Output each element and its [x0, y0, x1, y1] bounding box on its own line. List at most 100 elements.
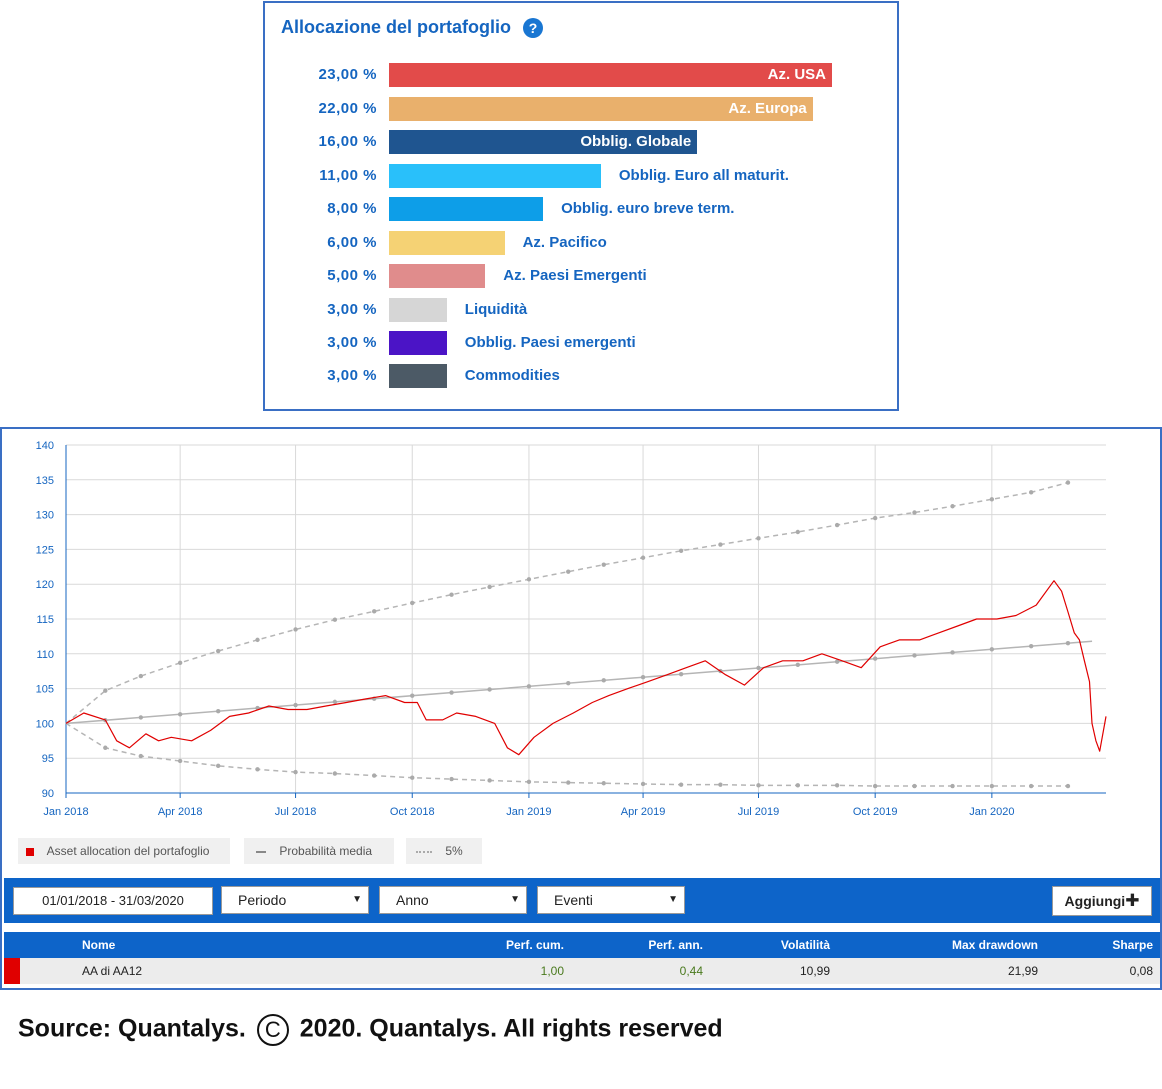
x-tick-label: Apr 2019: [621, 806, 666, 818]
band-lower-point: [103, 745, 108, 750]
allocation-bar: [389, 331, 447, 355]
allocation-row: 3,00 % Obblig. Paesi emergenti: [265, 331, 899, 355]
allocation-percent: 11,00 %: [319, 167, 377, 184]
band-lower-point: [718, 782, 723, 787]
y-tick-label: 90: [42, 788, 54, 800]
average-point: [834, 659, 840, 664]
source-suffix: 2020. Quantalys. All rights reserved: [299, 1014, 723, 1043]
average-point: [756, 665, 761, 671]
band-upper-point: [950, 504, 955, 509]
band-upper-point: [795, 529, 801, 535]
x-tick-label: Jan 2018: [43, 806, 88, 818]
allocation-row: 16,00 % Obblig. Globale: [265, 130, 899, 154]
band-upper-point: [293, 627, 298, 632]
x-tick-label: Jan 2020: [969, 806, 1014, 818]
allocation-percent: 6,00 %: [327, 234, 377, 251]
band-lower-point: [640, 781, 646, 787]
table-row[interactable]: AA di AA12 1,00 0,44 10,99 21,99 0,08: [4, 958, 1160, 984]
average-point: [332, 699, 338, 705]
performance-chart-panel: 90 95 100 105 110 115 120 125 130 135 140 Jan 2018 A…: [0, 427, 1162, 990]
allocation-bar: [389, 264, 486, 288]
band-upper-point: [371, 609, 377, 614]
average-point: [449, 690, 454, 695]
performance-chart: 90 95 100 105 110 115 120 125 130 135 140 Jan 2018 A…: [36, 440, 1107, 818]
legend-portfolio-label: Asset allocation del portafoglio: [46, 844, 210, 858]
band-upper-point: [177, 660, 183, 666]
allocation-percent: 3,00 %: [327, 301, 377, 318]
band-upper-point: [756, 536, 761, 541]
legend-item-average[interactable]: Probabilità media: [244, 838, 394, 864]
average-point: [989, 647, 995, 652]
band-lower-point: [872, 783, 878, 789]
average-point: [872, 656, 878, 661]
col-header-perf-ann[interactable]: Perf. ann.: [648, 938, 703, 952]
band-upper-point: [834, 522, 840, 528]
eventi-select[interactable]: Eventi ▼: [537, 886, 685, 914]
band-lower-point: [1028, 783, 1034, 789]
allocation-row: 23,00 % Az. USA: [265, 63, 899, 87]
periodo-select[interactable]: Periodo ▼: [221, 886, 369, 914]
y-tick-label: 95: [42, 753, 54, 765]
allocation-label: Liquidità: [464, 301, 528, 318]
average-point: [526, 684, 532, 689]
allocation-label: Az. Paesi Emergenti: [503, 267, 647, 284]
help-icon[interactable]: ?: [523, 17, 544, 38]
y-tick-label: 120: [36, 579, 54, 591]
allocation-percent: 22,00 %: [318, 100, 377, 117]
col-header-sharpe[interactable]: Sharpe: [1112, 938, 1153, 952]
results-table-header: Nome Perf. cum. Perf. ann. Volatilità Ma…: [4, 932, 1160, 958]
chevron-down-icon: ▼: [668, 894, 678, 905]
col-header-max-drawdown[interactable]: Max drawdown: [951, 938, 1038, 952]
band-lower-point: [215, 763, 221, 769]
band-lower-point: [601, 781, 606, 786]
x-tick-label: Jan 2019: [506, 806, 551, 818]
band-lower-point: [756, 783, 761, 788]
row-perf-cum: 1,00: [540, 964, 564, 978]
allocation-bar: Az. USA: [389, 63, 832, 87]
band-lower-point: [526, 779, 532, 785]
allocation-title: Allocazione del portafoglio ?: [281, 17, 544, 38]
anno-select[interactable]: Anno ▼: [379, 886, 527, 914]
allocation-panel: Allocazione del portafoglio ? 23,00 % Az.…: [263, 1, 899, 411]
portfolio-line: [65, 580, 1107, 756]
average-point: [177, 712, 183, 717]
legend-portfolio-swatch: [26, 847, 34, 856]
series-color-marker: [4, 958, 20, 984]
date-range-input[interactable]: 01/01/2018 - 31/03/2020: [13, 887, 213, 915]
legend-item-band[interactable]: 5%: [406, 838, 482, 864]
average-point: [215, 709, 221, 714]
allocation-label: Obblig. Paesi emergenti: [464, 334, 636, 351]
band-lower-point: [293, 769, 298, 775]
band-lower-point: [177, 758, 183, 764]
allocation-label: Obblig. Globale: [580, 133, 692, 150]
band-upper-point: [526, 577, 532, 582]
band-lower-point: [449, 776, 454, 782]
y-tick-label: 135: [36, 475, 54, 487]
col-header-volatility[interactable]: Volatilità: [780, 938, 830, 952]
chevron-down-icon: ▼: [352, 894, 362, 905]
allocation-percent: 5,00 %: [327, 267, 377, 284]
y-tick-label: 130: [36, 510, 54, 522]
col-header-name[interactable]: Nome: [82, 938, 116, 952]
y-tick-label: 125: [36, 544, 54, 556]
band-upper-point: [872, 515, 878, 521]
allocation-bar: [389, 164, 601, 188]
allocation-percent: 8,00 %: [327, 200, 377, 217]
y-tick-label: 105: [36, 684, 54, 696]
band-upper-point: [601, 562, 606, 567]
row-perf-ann: 0,44: [679, 964, 703, 978]
band-lower-point: [410, 775, 415, 780]
legend-item-portfolio[interactable]: Asset allocation del portafoglio: [18, 838, 230, 864]
row-name: AA di AA12: [82, 964, 143, 978]
average-point: [601, 678, 606, 683]
average-point: [487, 687, 492, 692]
allocation-row: 3,00 % Liquidità: [265, 298, 899, 322]
average-point: [410, 693, 415, 698]
allocation-bar: Obblig. Globale: [389, 130, 698, 154]
allocation-title-text: Allocazione del portafoglio: [281, 17, 512, 37]
col-header-perf-cum[interactable]: Perf. cum.: [505, 938, 564, 952]
add-button[interactable]: Aggiungi✚: [1052, 886, 1152, 916]
allocation-row: 22,00 % Az. Europa: [265, 97, 899, 121]
band-upper-point: [566, 569, 571, 574]
average-point: [950, 650, 955, 655]
